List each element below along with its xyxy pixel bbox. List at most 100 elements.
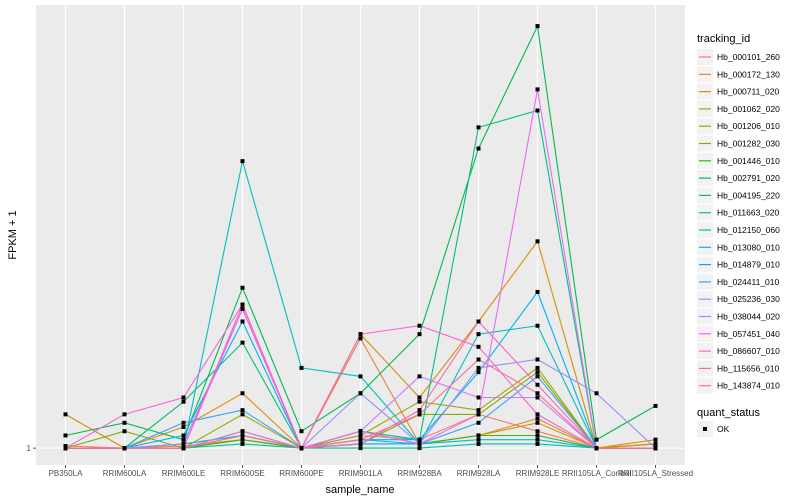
- data-point: [476, 332, 481, 337]
- data-point: [417, 437, 422, 442]
- data-point: [653, 446, 658, 451]
- data-point: [240, 391, 245, 396]
- data-point: [299, 365, 304, 370]
- data-point: [358, 391, 363, 396]
- data-point: [240, 429, 245, 434]
- data-point: [417, 323, 422, 328]
- data-point: [240, 159, 245, 164]
- data-point: [63, 444, 68, 449]
- data-point: [122, 420, 127, 425]
- legend-label: Hb_086607_010: [717, 346, 780, 356]
- series-points: [63, 24, 658, 451]
- data-point: [240, 302, 245, 307]
- data-point: [653, 441, 658, 446]
- data-point: [535, 433, 540, 438]
- data-point: [417, 408, 422, 413]
- legend-title-quant-status: quant_status: [697, 407, 760, 419]
- data-point: [358, 446, 363, 451]
- data-point: [535, 420, 540, 425]
- data-point: [417, 441, 422, 446]
- legend-label: Hb_001206_010: [717, 121, 780, 131]
- data-point: [417, 395, 422, 400]
- data-point: [535, 289, 540, 294]
- legend-label: Hb_001282_030: [717, 139, 780, 149]
- data-point: [63, 433, 68, 438]
- legend-label: Hb_000101_260: [717, 52, 780, 62]
- legend-label: Hb_057451_040: [717, 329, 780, 339]
- data-point: [240, 319, 245, 324]
- data-point: [417, 399, 422, 404]
- data-point: [535, 429, 540, 434]
- legend-label: Hb_001062_020: [717, 104, 780, 114]
- data-point: [181, 433, 186, 438]
- data-point: [535, 108, 540, 113]
- data-point: [535, 374, 540, 379]
- data-point: [476, 125, 481, 130]
- data-point: [535, 357, 540, 362]
- legend-label: Hb_004195_220: [717, 190, 780, 200]
- data-point: [476, 365, 481, 370]
- data-point: [535, 370, 540, 375]
- data-point: [358, 441, 363, 446]
- data-point: [181, 437, 186, 442]
- data-point: [594, 391, 599, 396]
- data-point: [535, 441, 540, 446]
- data-point: [181, 399, 186, 404]
- legend-label: Hb_002791_020: [717, 173, 780, 183]
- legend-label-ok: OK: [717, 424, 730, 434]
- legend-label: Hb_024411_010: [717, 277, 780, 287]
- data-point: [181, 444, 186, 449]
- x-axis: PB350LA RRIM600LA RRIM600LE RRIM600SE RRIM60…: [49, 465, 693, 478]
- data-point: [299, 446, 304, 451]
- data-point: [240, 285, 245, 290]
- data-point: [535, 365, 540, 370]
- data-point: [594, 446, 599, 451]
- data-point: [476, 146, 481, 151]
- data-point: [358, 374, 363, 379]
- legend-label: Hb_000711_020: [717, 87, 780, 97]
- data-point: [417, 332, 422, 337]
- data-point: [653, 437, 658, 442]
- data-point: [181, 425, 186, 430]
- x-tick-label: RRIM600LE: [162, 469, 206, 478]
- data-point: [476, 344, 481, 349]
- data-point: [417, 412, 422, 417]
- legend: tracking_id Hb_000101_260 Hb_000172_130 Hb…: [697, 33, 780, 437]
- legend-ok-square-icon: [703, 427, 707, 431]
- data-point: [476, 319, 481, 324]
- data-point: [476, 433, 481, 438]
- data-point: [240, 433, 245, 438]
- legend-title-tracking-id: tracking_id: [697, 33, 750, 45]
- data-point: [358, 429, 363, 434]
- legend-label: Hb_038044_020: [717, 312, 780, 322]
- data-point: [122, 446, 127, 451]
- data-point: [535, 323, 540, 328]
- data-point: [476, 395, 481, 400]
- data-point: [240, 437, 245, 442]
- data-point: [535, 391, 540, 396]
- data-point: [476, 357, 481, 362]
- legend-label: Hb_001446_010: [717, 156, 780, 166]
- data-point: [476, 420, 481, 425]
- data-point: [417, 446, 422, 451]
- y-axis: 1: [27, 444, 36, 453]
- data-point: [594, 437, 599, 442]
- data-point: [476, 441, 481, 446]
- x-tick-label: RRIM901LA: [339, 469, 383, 478]
- data-point: [181, 446, 186, 451]
- data-point: [535, 416, 540, 421]
- legend-label: Hb_115656_010: [717, 363, 780, 373]
- legend-label: Hb_012150_060: [717, 225, 780, 235]
- x-tick-label: RRIM928LA: [457, 469, 501, 478]
- data-point: [358, 433, 363, 438]
- data-point: [535, 412, 540, 417]
- x-tick-label: RRIM928BA: [397, 469, 442, 478]
- x-tick-label: PB350LA: [49, 469, 83, 478]
- legend-label: Hb_011663_020: [717, 208, 780, 218]
- x-tick-label: RRIM600LA: [103, 469, 147, 478]
- data-point: [417, 374, 422, 379]
- data-point: [240, 306, 245, 311]
- data-point: [181, 395, 186, 400]
- data-point: [535, 437, 540, 442]
